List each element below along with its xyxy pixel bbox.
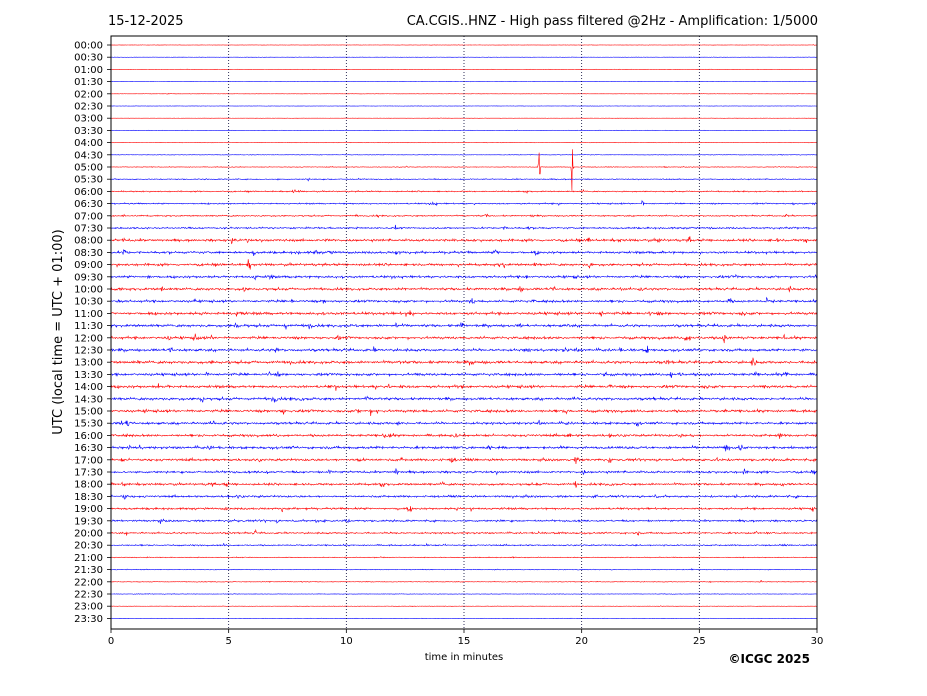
y-tick-label: 18:00: [74, 480, 103, 491]
trace-2030: [110, 542, 818, 547]
y-tick-label: 10:30: [74, 297, 103, 308]
y-tick-label: 05:00: [74, 163, 103, 174]
trace-2230: [110, 593, 818, 595]
trace-0530: [110, 177, 818, 182]
y-tick-label: 17:30: [74, 468, 103, 479]
x-tick-label: 15: [458, 636, 471, 647]
trace-1900: [110, 506, 818, 513]
trace-group: [110, 44, 818, 620]
y-tick-label: 13:30: [74, 370, 103, 381]
y-tick-label: 15:30: [74, 419, 103, 430]
y-tick-label: 23:00: [74, 602, 103, 613]
trace-0630: [110, 199, 818, 207]
trace-2000: [110, 528, 818, 536]
y-tick-label: 18:30: [74, 492, 103, 503]
y-tick-label: 23:30: [74, 614, 103, 625]
y-tick-label: 08:30: [74, 248, 103, 259]
y-tick-label: 16:00: [74, 431, 103, 442]
y-tick-label: 02:30: [74, 102, 103, 113]
trace-0430: [110, 154, 818, 156]
x-axis-ticks: 0 5 10 15 20 25 30: [108, 629, 824, 647]
x-tick-label: 0: [108, 636, 114, 647]
y-tick-label: 02:00: [74, 89, 103, 100]
y-tick-label: 13:00: [74, 358, 103, 369]
y-tick-label: 08:00: [74, 236, 103, 247]
copyright-label: ©ICGC 2025: [728, 652, 810, 666]
x-tick-label: 20: [575, 636, 588, 647]
y-tick-label: 09:30: [74, 272, 103, 283]
x-axis-label: time in minutes: [425, 652, 504, 663]
trace-1130: [110, 322, 817, 330]
y-tick-label: 01:00: [74, 65, 103, 76]
x-tick-label: 10: [340, 636, 353, 647]
trace-0400: [110, 142, 818, 144]
y-tick-label: 11:00: [74, 309, 103, 320]
y-tick-label: 07:30: [74, 224, 103, 235]
y-tick-label: 21:30: [74, 565, 103, 576]
y-tick-label: 12:30: [74, 346, 103, 357]
trace-2200: [110, 580, 818, 584]
x-tick-label: 30: [811, 636, 824, 647]
trace-1000: [110, 285, 818, 293]
y-tick-label: 05:30: [74, 175, 103, 186]
y-tick-label: 22:00: [74, 577, 103, 588]
chart-title: CA.CGIS..HNZ - High pass filtered @2Hz -…: [407, 14, 818, 29]
trace-1600: [110, 432, 818, 439]
y-tick-label: 00:30: [74, 53, 103, 64]
trace-2130: [110, 568, 818, 571]
y-tick-label: 04:00: [74, 138, 103, 149]
trace-0600: [110, 189, 818, 194]
trace-1330: [110, 370, 818, 378]
trace-1300: [110, 357, 818, 366]
trace-1200: [110, 333, 818, 344]
y-tick-label: 10:00: [74, 285, 103, 296]
y-tick-label: 22:30: [74, 590, 103, 601]
trace-1430: [110, 395, 818, 403]
y-tick-label: 21:00: [74, 553, 103, 564]
y-axis-label: UTC (local time = UTC + 01:00): [51, 229, 66, 434]
x-tick-label: 25: [693, 636, 706, 647]
y-tick-label: 14:30: [74, 394, 103, 405]
y-tick-label: 01:30: [74, 77, 103, 88]
y-tick-label: 20:00: [74, 529, 103, 540]
y-tick-label: 04:30: [74, 150, 103, 161]
y-tick-label: 16:30: [74, 443, 103, 454]
y-tick-label: 15:00: [74, 407, 103, 418]
y-tick-label: 06:30: [74, 199, 103, 210]
y-tick-label: 17:00: [74, 455, 103, 466]
x-tick-label: 5: [225, 636, 231, 647]
y-tick-label: 06:00: [74, 187, 103, 198]
trace-2100: [110, 556, 818, 559]
trace-1800: [110, 480, 818, 488]
y-tick-label: 19:00: [74, 504, 103, 515]
trace-1400: [110, 383, 818, 391]
y-tick-label: 12:00: [74, 333, 103, 344]
y-tick-label: 07:00: [74, 211, 103, 222]
y-tick-label: 11:30: [74, 321, 103, 332]
trace-0330: [110, 129, 818, 132]
y-tick-label: 03:30: [74, 126, 103, 137]
trace-0700: [110, 213, 818, 219]
y-tick-label: 09:00: [74, 260, 103, 271]
y-tick-label: 03:00: [74, 114, 103, 125]
y-tick-label: 14:00: [74, 382, 103, 393]
y-tick-label: 19:30: [74, 516, 103, 527]
trace-1930: [110, 518, 818, 524]
y-tick-label: 20:30: [74, 541, 103, 552]
trace-0500: [110, 149, 818, 191]
date-label: 15-12-2025: [108, 14, 184, 29]
vertical-gridlines: [228, 36, 700, 629]
y-tick-label: 00:00: [74, 41, 103, 52]
